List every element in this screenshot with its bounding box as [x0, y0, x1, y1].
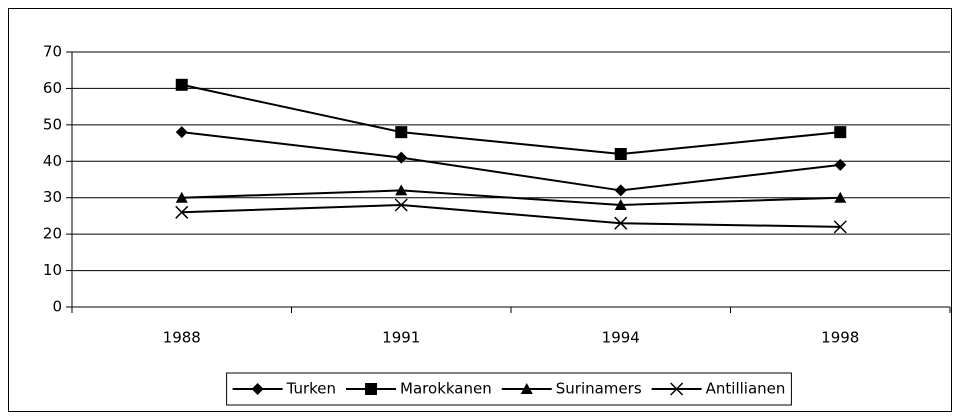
- marker: [395, 184, 408, 196]
- x-tick-label: 1994: [602, 329, 640, 347]
- series-line: [181, 189, 841, 207]
- marker: [395, 126, 408, 139]
- y-tick-label: 20: [43, 225, 62, 243]
- marker: [175, 78, 188, 91]
- x-tick-label: 1988: [163, 329, 201, 347]
- marker: [614, 184, 627, 197]
- legend-label: Turken: [286, 380, 336, 398]
- marker: [175, 126, 188, 139]
- marker: [834, 158, 847, 171]
- legend: Turken Marokkanen Surinamers Antillianen: [226, 372, 792, 406]
- series-line: [181, 203, 841, 228]
- marker: [614, 199, 627, 210]
- marker: [834, 126, 847, 139]
- marker: [520, 383, 533, 394]
- marker: [175, 205, 189, 219]
- marker: [251, 383, 264, 395]
- marker: [394, 198, 408, 212]
- series-line: [181, 83, 841, 156]
- marker: [395, 151, 408, 164]
- y-tick-label: 70: [43, 43, 62, 61]
- legend-label: Surinamers: [556, 380, 642, 398]
- series-line: [181, 131, 841, 192]
- marker: [670, 382, 684, 396]
- y-tick-label: 30: [43, 188, 62, 206]
- x-tick-label: 1991: [382, 329, 420, 347]
- legend-label: Antillianen: [706, 380, 786, 398]
- y-tick-label: 10: [43, 261, 62, 279]
- marker: [175, 191, 188, 203]
- y-tick-label: 0: [52, 298, 62, 316]
- x-tick-label: 1998: [821, 329, 859, 347]
- marker: [833, 220, 847, 234]
- marker: [614, 148, 627, 160]
- y-tick-label: 50: [43, 115, 62, 133]
- marker: [365, 383, 378, 395]
- marker: [614, 216, 628, 230]
- legend-label: Marokkanen: [400, 380, 492, 398]
- y-tick-label: 40: [43, 152, 62, 170]
- marker: [834, 191, 847, 203]
- y-tick-label: 60: [43, 79, 62, 97]
- chart-border: [8, 8, 952, 412]
